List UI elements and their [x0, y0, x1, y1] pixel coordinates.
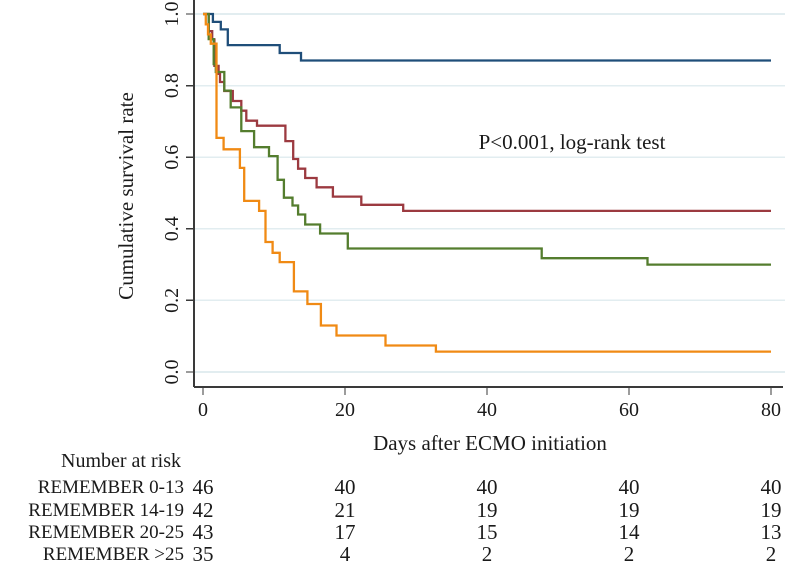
risk-value: 35: [193, 542, 214, 563]
axis-ticks: 0.0 0.2 0.4 0.6 0.8 1.0 0 20 40 60 80: [161, 2, 781, 422]
x-tick-label-60: 60: [619, 399, 639, 421]
y-tick-label-0.0: 0.0: [161, 360, 183, 385]
risk-value: 40: [477, 475, 498, 499]
risk-value: 2: [482, 542, 493, 563]
x-tick-label-0: 0: [198, 399, 208, 421]
risk-value: 2: [624, 542, 635, 563]
x-axis-title: Days after ECMO initiation: [373, 431, 607, 455]
survival-curve-remember-0-13: [203, 12, 771, 62]
risk-table-header: Number at risk: [61, 450, 181, 472]
risk-value: 14: [619, 520, 641, 544]
risk-value: 17: [335, 520, 356, 544]
risk-row-label: REMEMBER 20-25: [28, 522, 184, 543]
risk-value: 19: [477, 498, 498, 522]
y-tick-label-0.6: 0.6: [161, 145, 183, 170]
risk-value: 4: [340, 542, 351, 563]
risk-value: 2: [766, 542, 777, 563]
risk-value: 43: [193, 520, 214, 544]
y-tick-label-0.2: 0.2: [161, 288, 183, 313]
y-tick-label-1.0: 1.0: [161, 2, 183, 27]
risk-value: 46: [193, 475, 214, 499]
pvalue-annotation: P<0.001, log-rank test: [479, 130, 666, 154]
risk-value: 42: [193, 498, 214, 522]
risk-value: 15: [477, 520, 498, 544]
survival-curve-remember-25: [203, 12, 771, 353]
risk-value: 21: [335, 498, 356, 522]
y-tick-label-0.8: 0.8: [161, 73, 183, 98]
survival-curves: [203, 12, 771, 353]
risk-row-label: REMEMBER 0-13: [38, 477, 184, 498]
risk-value: 40: [335, 475, 356, 499]
risk-row-label: REMEMBER 14-19: [28, 500, 184, 521]
risk-value: 13: [761, 520, 782, 544]
y-tick-label-0.4: 0.4: [161, 216, 183, 241]
risk-value: 19: [619, 498, 640, 522]
risk-value: 40: [761, 475, 782, 499]
risk-value: 40: [619, 475, 640, 499]
survival-curve-remember-14-19: [203, 12, 771, 213]
gridlines: [194, 13, 785, 373]
y-axis-title: Cumulative survival rate: [114, 92, 138, 300]
x-tick-label-20: 20: [335, 399, 355, 421]
risk-value: 19: [761, 498, 782, 522]
x-tick-label-80: 80: [761, 399, 781, 421]
x-tick-label-40: 40: [477, 399, 497, 421]
risk-row-label: REMEMBER >25: [43, 544, 184, 563]
